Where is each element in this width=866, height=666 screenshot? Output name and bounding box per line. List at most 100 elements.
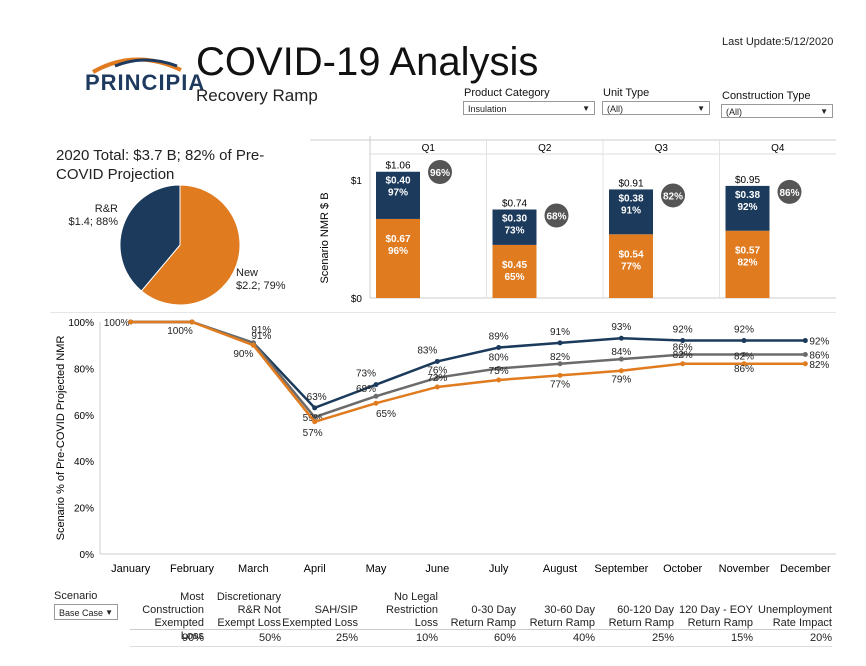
scenario-column-header: 60-120 Day Return Ramp	[596, 591, 674, 630]
line-data-label: 100%	[104, 318, 130, 329]
scenario-column-header-line: Restriction	[386, 604, 438, 616]
line-xtick: September	[594, 563, 648, 575]
line-ytick: 40%	[74, 457, 94, 468]
scenario-label: Scenario	[54, 590, 98, 602]
product-category-select[interactable]: Insulation ▼	[463, 101, 595, 115]
bar-rr-value-label: $0.38	[618, 193, 643, 204]
line-point	[557, 361, 563, 367]
line-data-label: 57%	[303, 428, 323, 439]
scenario-select[interactable]: Base Case ▼	[54, 604, 118, 620]
scenario-column-header-line: 60-120 Day	[617, 604, 674, 616]
scenario-column-header-line: No Legal	[393, 591, 438, 603]
unit-type-value: (All)	[607, 104, 623, 114]
bar-rr-pct-label: 92%	[737, 202, 757, 213]
pie-chart	[119, 184, 241, 306]
scenario-column-header-line: Most	[180, 591, 204, 603]
bar-category-label: Q4	[771, 143, 785, 154]
line-point	[802, 338, 808, 344]
page-title: COVID-19 Analysis	[196, 40, 539, 84]
line-ytick: 60%	[74, 411, 94, 422]
unit-type-select[interactable]: (All) ▼	[602, 101, 710, 115]
bar-badge-label: 68%	[546, 212, 566, 223]
scenario-value: Base Case	[59, 608, 104, 618]
line-point	[373, 400, 379, 406]
line-xtick: May	[366, 563, 387, 575]
line-data-label: 77%	[550, 379, 570, 390]
scenario-column-value: 90%	[181, 632, 204, 644]
last-update: Last Update:5/12/2020	[722, 36, 834, 48]
line-point	[250, 342, 256, 348]
line-data-label: 80%	[489, 352, 509, 363]
line-point	[434, 375, 440, 381]
bar-new-pct-label: 77%	[621, 261, 641, 272]
line-data-label: 84%	[611, 347, 631, 358]
scenario-column-header: No Legal Restriction Loss	[360, 591, 438, 630]
bar-badge-label: 86%	[779, 188, 799, 199]
scenario-column-header-line: Exempt Loss	[217, 617, 281, 629]
scenario-column-header-line	[282, 591, 358, 604]
scenario-column-header-line: Discretionary	[216, 591, 281, 603]
monthly-line-chart: 0%20%40%60%80%100%Scenario % of Pre-COVI…	[50, 312, 836, 575]
line-ytick: 0%	[80, 550, 95, 561]
line-point	[128, 319, 134, 325]
line-series-total	[130, 320, 806, 419]
logo-arc	[92, 57, 182, 74]
bar-rr-value-label: $0.40	[385, 176, 410, 187]
chevron-down-icon: ▼	[582, 104, 590, 113]
bar-category-label: Q3	[655, 143, 669, 154]
line-data-label: 82%	[550, 352, 570, 363]
scenario-column-header-line: Return Ramp	[450, 617, 516, 629]
product-category-label: Product Category	[464, 87, 550, 99]
line-point	[557, 372, 563, 378]
chevron-down-icon: ▼	[820, 107, 828, 116]
scenario-column-header: 0-30 Day Return Ramp	[438, 591, 516, 630]
pie-title: 2020 Total: $3.7 B; 82% of Pre-COVID Pro…	[56, 147, 265, 183]
scenario-column-header-line: Exempted Loss	[154, 617, 204, 642]
scenario-column-header-line: R&R Not	[237, 604, 281, 616]
scenario-column-header-line: 120 Day - EOY	[679, 604, 753, 616]
line-data-label: 91%	[251, 325, 271, 336]
construction-type-select[interactable]: (All) ▼	[721, 104, 833, 118]
pie-slice-rr	[119, 184, 181, 292]
scenario-column-header-line	[754, 591, 832, 604]
line-point	[741, 338, 747, 344]
bar-rr	[609, 189, 653, 235]
scenario-column-header-line: Return Ramp	[687, 617, 753, 629]
scenario-divider-bottom	[130, 646, 832, 647]
line-point	[434, 384, 440, 390]
bar-new-pct-label: 82%	[737, 258, 757, 269]
line-data-label: 63%	[307, 392, 327, 403]
line-xtick: October	[663, 563, 702, 575]
product-category-value: Insulation	[468, 104, 507, 114]
line-point	[312, 419, 318, 425]
bar-new	[609, 234, 653, 298]
scenario-column-header-line	[675, 591, 753, 604]
line-point	[557, 340, 563, 346]
line-data-label: 91%	[550, 327, 570, 338]
line-data-label: 86%	[673, 342, 693, 353]
scenario-column-header-line: Unemployment	[758, 604, 832, 616]
scenario-column-value: 25%	[651, 632, 674, 644]
scenario-column-header: Unemployment Rate Impact	[754, 591, 832, 630]
line-xtick: January	[111, 563, 151, 575]
scenario-column-header: SAH/SIP Exempted Loss	[282, 591, 358, 630]
line-data-label: 86%	[734, 364, 754, 375]
line-point	[802, 351, 808, 357]
line-point	[189, 319, 195, 325]
scenario-column-header-line: 0-30 Day	[471, 604, 516, 616]
scenario-column-header-line	[517, 591, 595, 604]
line-data-label: 92%	[673, 325, 693, 336]
bar-rr	[725, 185, 770, 231]
scenario-column-value: 10%	[415, 632, 438, 644]
bar-badge	[661, 183, 685, 208]
scenario-column-value: 60%	[493, 632, 516, 644]
scenario-column-header-line	[596, 591, 674, 604]
line-data-label: 93%	[611, 322, 631, 333]
pie-label-new-value: $2.2; 79%	[236, 280, 286, 292]
line-xtick: August	[543, 563, 577, 575]
bar-rr-pct-label: 97%	[388, 188, 408, 199]
scenario-column-value: 40%	[572, 632, 595, 644]
scenario-column-header-line: Loss	[414, 617, 438, 629]
line-ytick: 20%	[74, 504, 94, 515]
scenario-column-header-line: Return Ramp	[529, 617, 595, 629]
